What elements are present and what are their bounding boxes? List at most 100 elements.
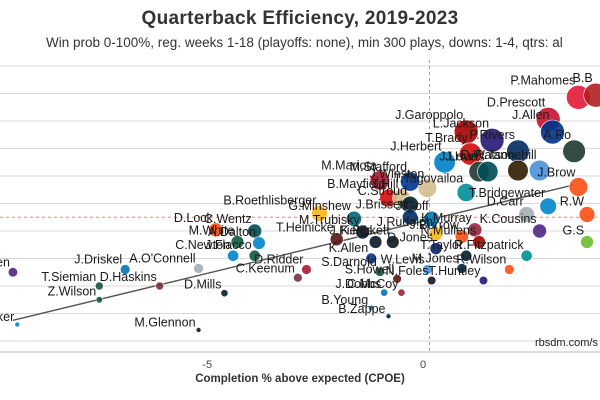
data-point [427,275,437,286]
data-label: J.Burrow [410,218,460,232]
data-point [247,223,262,239]
data-label: T.Tagovailoa [394,171,464,185]
data-point [369,170,390,191]
data-label: G.Minshew [288,199,351,213]
data-point [539,197,557,215]
data-label: P.Walker [0,310,14,324]
data-label: B.Allen [0,256,10,270]
data-point [580,235,594,249]
data-label: J.Herbert [390,140,442,154]
data-point [368,304,375,312]
data-point [478,275,489,286]
x-tick-labels: -5 0 [202,359,426,371]
data-label: M.White [189,224,235,238]
data-point [386,235,400,249]
data-point [195,327,202,333]
data-label: J.Brissett [356,198,408,212]
data-label: R.W [560,195,585,209]
data-point [520,249,533,262]
data-label: C.McCoy [347,277,399,291]
data-label: B.Zappe [338,302,385,316]
data-point [193,263,204,274]
data-label: K.Allen [329,241,369,255]
data-point [456,183,476,202]
data-label: C.Stroud [358,184,407,198]
data-point [220,289,229,298]
data-label: L.Jackson [433,116,489,130]
data-label: S.Darnold [321,255,377,269]
data-point [345,210,362,227]
data-label: J.Fields [329,224,372,238]
data-label: R.Tannehill [475,148,537,162]
data-point [252,236,266,250]
data-label: B.Young [321,293,368,307]
data-label: M.Jones [412,251,459,265]
data-point [578,206,596,223]
data-label: J.Winston [369,167,424,181]
data-point [568,177,589,197]
data-point [119,264,131,275]
data-label: J.Garoppolo [395,108,463,122]
data-point [562,139,586,163]
data-label: J.Rudolph [377,215,433,229]
data-points [7,82,600,333]
data-point [417,178,437,198]
data-point [583,82,600,108]
data-point [94,281,104,291]
data-label: S.Howell [345,262,394,276]
data-label: D.Ridder [254,253,303,267]
data-label: P.Rivers [469,128,515,142]
data-label: R.Wilson [456,253,506,267]
data-label: T.Siemian [41,270,96,284]
data-label: J.Dobbs [335,277,381,291]
data-label: M.Stafford [350,160,407,174]
data-label: J.Flacco [205,238,252,252]
data-point [397,288,406,297]
data-point [402,209,419,226]
data-label: D.Haskins [100,270,157,284]
data-point [433,151,456,174]
x-tick-label: 0 [420,359,426,371]
data-label: C.Keenum [236,261,295,275]
data-point [155,281,165,291]
data-point [479,128,505,153]
data-label: D.Watson [461,148,515,162]
data-label: P.Mahomes [510,73,575,87]
data-label: K.Pickett [340,224,390,238]
data-point [459,142,483,166]
data-point [423,210,440,227]
data-point [311,205,328,222]
data-label: M.Trubisky [299,213,360,227]
data-label: T.Heinicke [276,221,334,235]
data-point [385,313,392,320]
data-point [422,264,433,275]
data-label: Z.Wilson [48,285,97,299]
data-label: J.Allen [512,108,550,122]
data-label: B.B [573,71,593,85]
data-point [456,263,468,274]
data-label: D.Prescott [487,95,546,109]
data-label: J.Brow [537,166,576,180]
data-point [293,272,303,283]
data-point [429,242,443,255]
data-point [7,267,18,278]
chart-subtitle: Win prob 0-100%, reg. weeks 1-18 (playof… [46,35,563,50]
data-label: J.Love [439,149,476,163]
data-label: J.Driskel [74,253,122,267]
data-point [460,249,473,262]
data-point [454,229,469,244]
data-label: D.Mills [184,278,222,292]
data-label: A.Ro [543,128,571,142]
data-label: N.Foles [386,264,429,278]
data-label: G.S [563,224,585,238]
data-label: M.Glennon [134,316,195,330]
data-point [540,119,565,145]
data-point [355,224,370,240]
data-label: T.Brady [425,131,468,145]
data-label: A.Dalton [208,225,256,239]
data-label: D.Jones [387,231,433,245]
data-point [95,296,103,304]
data-point [374,266,385,277]
data-point [14,321,21,328]
